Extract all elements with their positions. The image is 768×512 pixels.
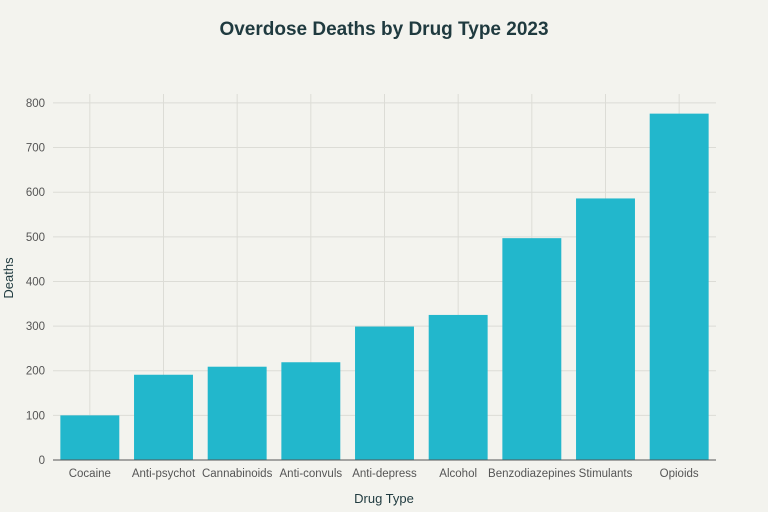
x-tick-label: Cannabinoids xyxy=(202,468,273,480)
y-axis-title: Deaths xyxy=(1,257,16,299)
y-tick-label: 200 xyxy=(26,366,45,378)
x-tick-label: Benzodiazepines xyxy=(488,468,576,480)
y-tick-label: 0 xyxy=(39,455,45,467)
bar-anti-psychot xyxy=(134,374,193,460)
x-tick-label: Alcohol xyxy=(439,468,477,480)
bar-opioids xyxy=(649,113,709,460)
bar-alcohol xyxy=(428,314,488,460)
y-tick-labels: 0 100 200 300 400 500 600 700 800 xyxy=(26,98,45,467)
bar-cocaine xyxy=(60,415,120,460)
bar-anti-convuls xyxy=(281,362,341,460)
y-tick-label: 400 xyxy=(26,276,45,288)
x-tick-label: Anti-convuls xyxy=(280,468,343,480)
bar-benzodiazepines xyxy=(502,238,562,460)
y-tick-label: 800 xyxy=(26,98,45,110)
chart-title: Overdose Deaths by Drug Type 2023 xyxy=(219,19,549,40)
x-axis-title: Drug Type xyxy=(354,491,414,506)
bar-anti-depress xyxy=(355,326,414,460)
y-tick-label: 500 xyxy=(26,232,45,244)
x-tick-label: Stimulants xyxy=(579,468,633,480)
bar-cannabinoids xyxy=(207,366,267,460)
y-tick-label: 600 xyxy=(26,187,45,199)
y-tick-label: 100 xyxy=(26,410,45,422)
x-tick-label: Opioids xyxy=(660,468,699,480)
x-tick-label: Anti-psychot xyxy=(132,468,196,480)
bars xyxy=(60,113,709,460)
y-tick-label: 700 xyxy=(26,143,45,155)
bar-stimulants xyxy=(576,198,635,460)
x-tick-label: Cocaine xyxy=(69,468,111,480)
y-tick-label: 300 xyxy=(26,321,45,333)
x-tick-labels: Cocaine Anti-psychot Cannabinoids Anti-conv… xyxy=(69,468,699,480)
x-tick-label: Anti-depress xyxy=(352,468,417,480)
